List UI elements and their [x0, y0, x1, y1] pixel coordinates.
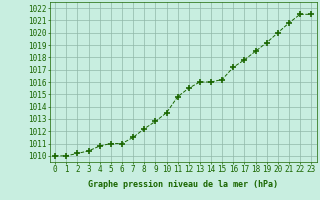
- X-axis label: Graphe pression niveau de la mer (hPa): Graphe pression niveau de la mer (hPa): [88, 180, 278, 189]
